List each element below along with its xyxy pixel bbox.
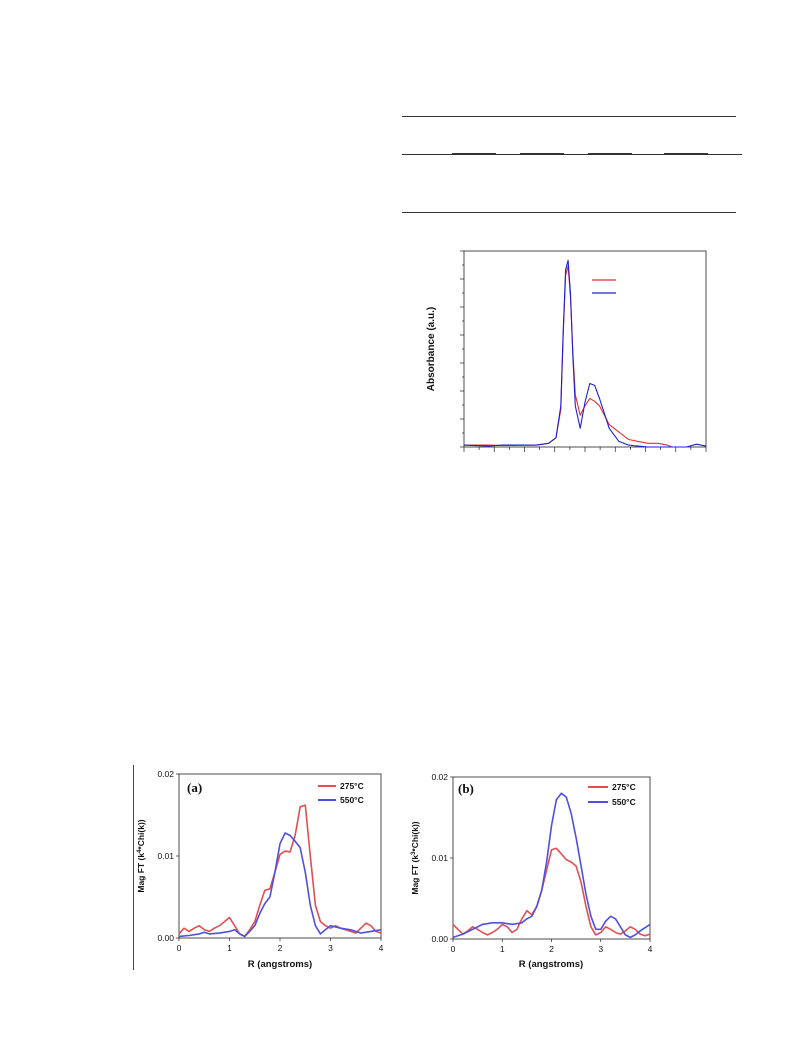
table-col-rule [664, 153, 708, 155]
y-tick-label: 0.01 [431, 853, 448, 863]
series-line-1 [178, 832, 382, 938]
x-tick-label: 4 [379, 943, 384, 953]
absorbance-ticks [460, 250, 707, 452]
series-line-1 [452, 792, 651, 939]
x-tick-label: 3 [598, 944, 603, 954]
panel-a-chart: 0 1 2 3 4 0.00 0.01 0.02 (a) 275°C 550°C R (ang… [136, 769, 384, 970]
legend-label-275: 275°C [340, 781, 364, 791]
series-line-1 [463, 259, 707, 448]
absorbance-lines [463, 259, 707, 448]
series-line-0 [464, 265, 673, 448]
table-col-rule [588, 153, 632, 155]
x-tick-label: 4 [648, 944, 653, 954]
legend-label-275: 275°C [612, 782, 636, 792]
table-bottom-rule [402, 212, 736, 213]
x-tick-label: 1 [227, 943, 232, 953]
x-tick-label: 3 [328, 943, 333, 953]
table-col-rule [520, 153, 564, 155]
panel-b-ylabel: Mag FT (k3*Chi(k)) [410, 821, 420, 894]
x-tick-label: 2 [278, 943, 283, 953]
panel-a-label: (a) [187, 780, 202, 795]
panel-b-xlabel: R (angstroms) [519, 959, 583, 970]
panel-a-legend: 275°C 550°C [318, 781, 364, 805]
panel-a-ylabel: Mag FT (k4*Chi(k)) [136, 819, 146, 892]
x-tick-label: 1 [500, 944, 505, 954]
panel-a-lines [178, 804, 382, 938]
y-tick-label: 0.00 [157, 933, 174, 943]
absorbance-legend [592, 279, 616, 294]
panel-a-ticks: 0 1 2 3 4 0.00 0.01 0.02 [157, 769, 383, 953]
legend-label-550: 550°C [612, 797, 636, 807]
series-line-0 [178, 804, 382, 938]
legend-label-550: 550°C [340, 795, 364, 805]
panel-b-chart: 0 1 2 3 4 0.00 0.01 0.02 (b) 275°C 550°C R (ang… [410, 772, 653, 970]
absorbance-plot-frame [463, 250, 707, 448]
panel-b-legend: 275°C 550°C [588, 782, 636, 807]
panel-b-ticks: 0 1 2 3 4 0.00 0.01 0.02 [431, 772, 652, 954]
y-tick-label: 0.01 [157, 851, 174, 861]
absorbance-ylabel: Absorbance (a.u.) [426, 307, 437, 391]
series-line-0 [452, 847, 651, 937]
figure-margin-line [133, 765, 134, 970]
x-tick-label: 0 [177, 943, 182, 953]
table-top-rule [402, 116, 736, 117]
panel-b-label: (b) [458, 781, 474, 796]
y-tick-label: 0.00 [431, 934, 448, 944]
table-mid-rule [402, 154, 742, 155]
x-tick-label: 2 [549, 944, 554, 954]
x-tick-label: 0 [451, 944, 456, 954]
panel-a-xlabel: R (angstroms) [248, 959, 312, 970]
y-tick-label: 0.02 [157, 769, 174, 779]
absorbance-chart: Absorbance (a.u.) [426, 250, 707, 452]
panel-b-lines [452, 792, 651, 939]
table-col-rule [452, 153, 496, 155]
y-tick-label: 0.02 [431, 772, 448, 782]
